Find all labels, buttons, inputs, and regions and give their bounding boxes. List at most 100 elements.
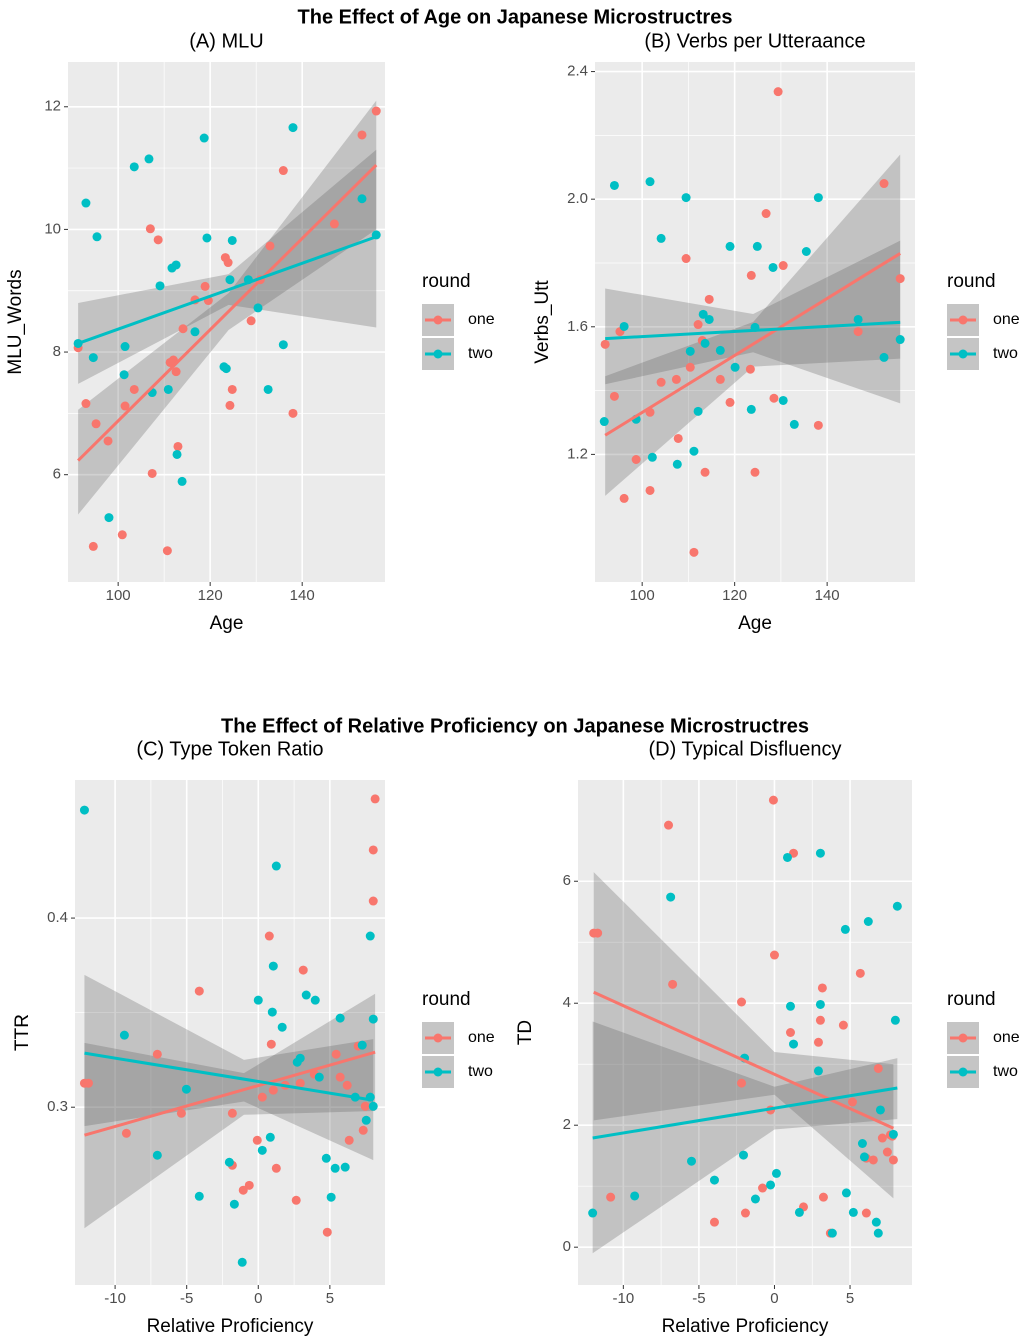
x-axis-title: Age (738, 613, 772, 634)
point (326, 1192, 336, 1202)
point (778, 395, 788, 405)
point (221, 364, 231, 374)
y-tick-label: 2.4 (567, 63, 588, 80)
point (750, 467, 760, 477)
point (199, 133, 209, 143)
x-tick-label: -5 (692, 1290, 705, 1307)
point (265, 241, 275, 251)
point (855, 968, 865, 978)
point (813, 1037, 823, 1047)
point (666, 892, 676, 902)
point (859, 1152, 869, 1162)
point (310, 995, 320, 1005)
point (879, 179, 889, 189)
x-axis-title: Relative Proficiency (147, 1316, 314, 1337)
point (172, 449, 182, 459)
x-tick-label: 120 (198, 587, 223, 604)
point (875, 1105, 885, 1115)
point (200, 281, 210, 291)
legend-title: round (947, 271, 996, 292)
point (91, 419, 101, 429)
point (238, 1185, 248, 1195)
point (863, 916, 873, 926)
point (81, 399, 91, 409)
point (813, 193, 823, 203)
fit-line (77, 163, 378, 462)
point (223, 258, 233, 268)
y-tick-label: 8 (53, 343, 61, 360)
panel-title: (D) Typical Disfluency (648, 738, 841, 760)
point (278, 340, 288, 350)
point (771, 1168, 781, 1178)
point (152, 1049, 162, 1059)
point (890, 1015, 900, 1025)
point (769, 950, 779, 960)
point (117, 530, 127, 540)
point (162, 546, 172, 556)
point (360, 1101, 370, 1111)
point (681, 254, 691, 264)
plot-area (75, 780, 385, 1285)
point (782, 852, 792, 862)
legend-point (958, 349, 968, 359)
point (593, 928, 603, 938)
x-tick-label: 0 (770, 1290, 778, 1307)
point (818, 1192, 828, 1202)
point (645, 177, 655, 187)
point (873, 1228, 883, 1238)
point (155, 281, 165, 291)
point (745, 364, 755, 374)
point (225, 400, 235, 410)
point (730, 362, 740, 372)
point (129, 384, 139, 394)
point (368, 1101, 378, 1111)
legend-point (433, 349, 443, 359)
point (314, 1072, 324, 1082)
point (119, 1030, 129, 1040)
point (877, 1133, 887, 1143)
y-tick-label: 6 (563, 872, 571, 889)
point (750, 1194, 760, 1204)
point (194, 1191, 204, 1201)
point (361, 1115, 371, 1125)
point (171, 260, 181, 270)
point (342, 1080, 352, 1090)
x-tick-label: -5 (180, 1290, 193, 1307)
confidence-band (78, 100, 377, 515)
point (838, 1020, 848, 1030)
point (229, 1199, 239, 1209)
point (673, 433, 683, 443)
point (698, 309, 708, 319)
point (689, 446, 699, 456)
point (848, 1207, 858, 1217)
point (853, 327, 863, 337)
point (619, 493, 629, 503)
point (685, 362, 695, 372)
point (253, 303, 263, 313)
point (813, 1066, 823, 1076)
point (700, 467, 710, 477)
point (120, 342, 130, 352)
point (847, 1097, 857, 1107)
point (785, 1001, 795, 1011)
panel-title: (C) Type Token Ratio (136, 738, 323, 760)
point (368, 896, 378, 906)
x-tick-label: 5 (846, 1290, 854, 1307)
point (178, 324, 188, 334)
point (120, 401, 130, 411)
point (357, 130, 367, 140)
point (606, 1192, 616, 1202)
point (271, 861, 281, 871)
point (737, 1078, 747, 1088)
point (746, 404, 756, 414)
point (263, 384, 273, 394)
point (340, 1162, 350, 1172)
point (145, 224, 155, 234)
point (268, 1085, 278, 1095)
legend-point (433, 315, 443, 325)
point (599, 417, 609, 427)
legend-point (433, 1067, 443, 1077)
point (358, 1125, 368, 1135)
point (163, 384, 173, 394)
point (257, 1092, 267, 1102)
